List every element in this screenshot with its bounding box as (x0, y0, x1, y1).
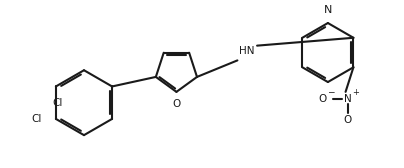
Text: O: O (319, 94, 327, 104)
Text: Cl: Cl (32, 114, 42, 124)
Text: N: N (324, 5, 332, 15)
Text: HN: HN (240, 46, 255, 56)
Text: Cl: Cl (53, 98, 63, 108)
Text: −: − (327, 87, 335, 96)
Text: +: + (352, 88, 359, 97)
Text: O: O (172, 99, 181, 109)
Text: N: N (344, 94, 351, 104)
Text: O: O (343, 115, 351, 125)
